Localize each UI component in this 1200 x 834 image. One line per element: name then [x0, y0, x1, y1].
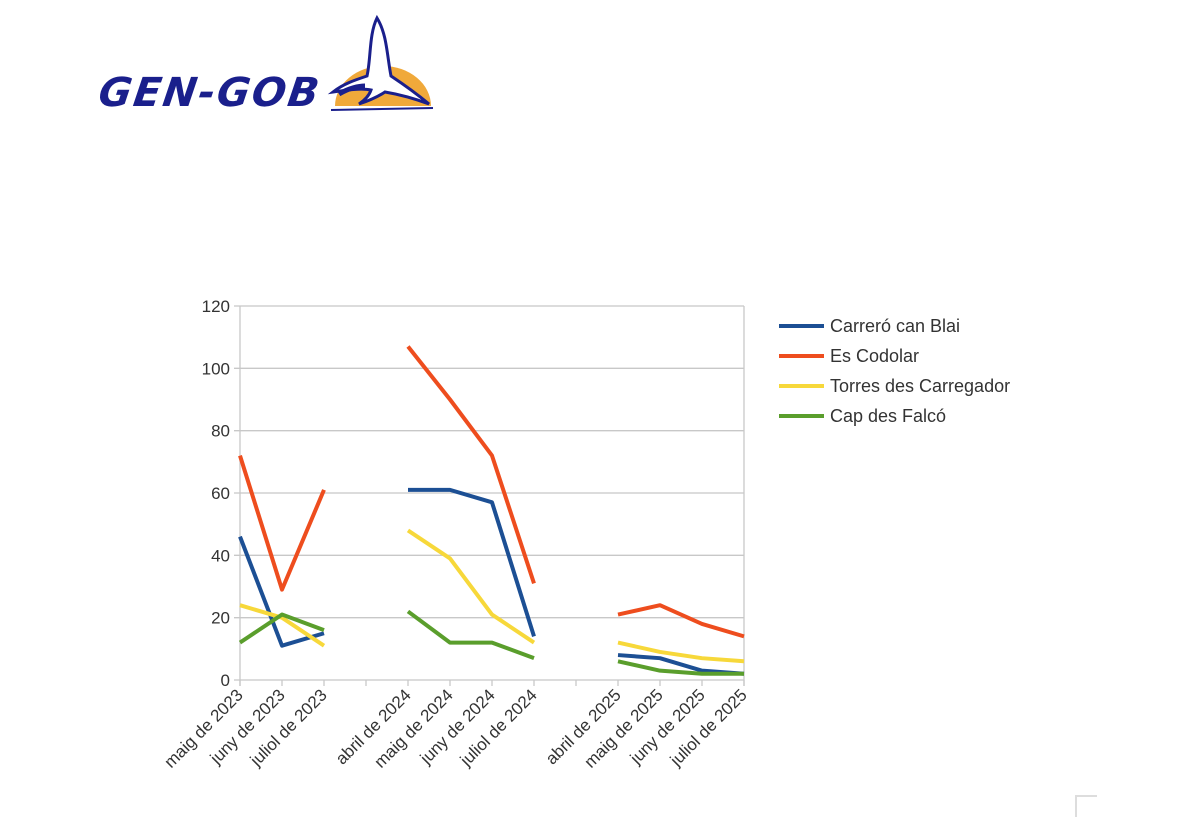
series-line	[617, 603, 745, 639]
page-corner-mark	[1075, 795, 1097, 817]
series-line	[617, 640, 745, 664]
series-line	[617, 659, 744, 676]
bird-sun-icon	[327, 14, 434, 111]
y-tick-label: 120	[202, 297, 230, 316]
legend-label: Cap des Falcó	[830, 406, 946, 426]
series-line	[406, 345, 536, 585]
gen-gob-logo: GEN-GOB	[95, 14, 440, 119]
series-line	[238, 612, 325, 645]
series-line	[238, 455, 326, 592]
legend-label: Es Codolar	[830, 346, 919, 366]
y-tick-label: 100	[202, 359, 230, 378]
y-tick-label: 80	[211, 422, 230, 441]
y-tick-label: 0	[221, 671, 230, 690]
legend-label: Carreró can Blai	[830, 316, 960, 336]
series-line	[408, 487, 536, 637]
y-tick-label: 20	[211, 609, 230, 628]
series-line	[406, 528, 536, 645]
legend-label: Torres des Carregador	[830, 376, 1010, 396]
series-line	[239, 603, 326, 648]
series-line	[406, 609, 535, 661]
y-tick-label: 40	[211, 546, 230, 565]
y-tick-label: 60	[211, 484, 230, 503]
